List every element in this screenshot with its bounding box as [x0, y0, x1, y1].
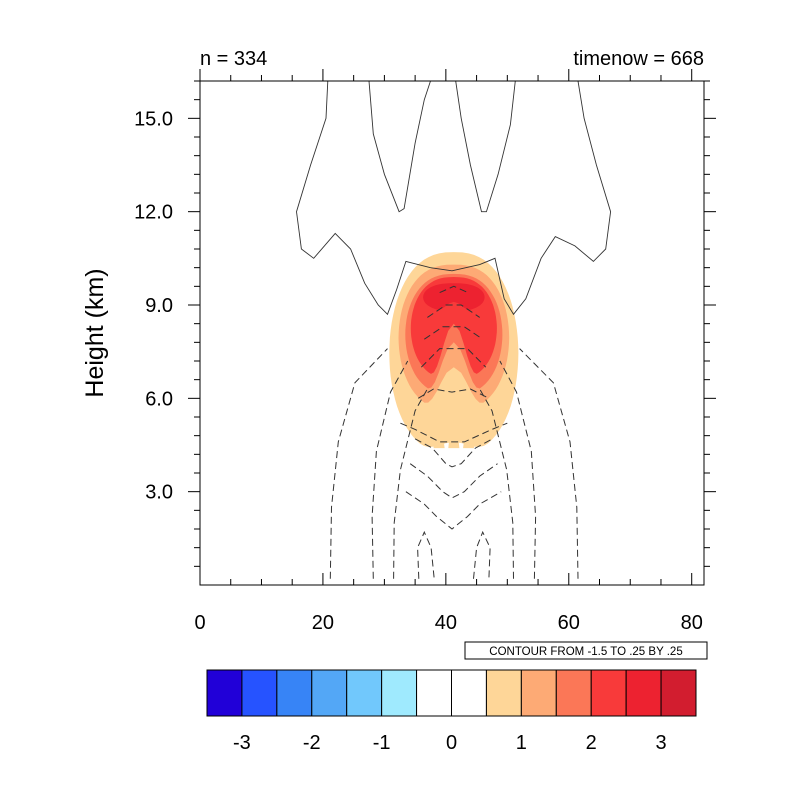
dashed-contour-6: [479, 388, 514, 579]
dashed-contour-10: [409, 463, 498, 499]
dashed-contour-1: [329, 348, 388, 579]
axis-ticks: 0 20 40 60 80 3.0 6.0 9.0 12.0 15.0: [134, 69, 716, 634]
contour-info-label: CONTOUR FROM -1.5 TO .25 BY .25: [489, 646, 682, 658]
dashed-contour-7: [417, 530, 435, 579]
title-right: timenow = 668: [573, 48, 704, 70]
colorbar-tick-label: 3: [656, 732, 667, 754]
colorbar-swatch-7: [416, 669, 453, 717]
colorbar-swatch-14: [660, 669, 697, 717]
y-tick-label: 3.0: [145, 482, 173, 504]
colorbar-swatch-6: [381, 669, 418, 717]
y-tick-label: 12.0: [134, 202, 173, 224]
colorbar-swatch-10: [520, 669, 557, 717]
colorbar-tick-label: -3: [233, 732, 251, 754]
colorbar-swatch-9: [485, 669, 522, 717]
colorbar-swatch-2: [241, 669, 278, 717]
y-tick-label: 9.0: [145, 295, 173, 317]
dashed-contour-9: [405, 491, 502, 530]
x-tick-label: 80: [681, 612, 703, 634]
colorbar-tick-label: -1: [373, 732, 391, 754]
filled-contours: [389, 252, 519, 449]
dashed-contour-4: [519, 348, 579, 579]
colorbar-tick-label: -2: [303, 732, 321, 754]
y-axis-label: Height (km): [81, 268, 109, 397]
x-tick-label: 20: [312, 612, 334, 634]
dashed-contour-17: [439, 285, 469, 294]
colorbar-tick-label: 1: [516, 732, 527, 754]
dashed-contour-15: [424, 326, 483, 340]
colorbar-tick-label: 0: [446, 732, 457, 754]
solid-contour-upper-right: [455, 81, 516, 213]
colorbar-swatch-5: [346, 669, 383, 717]
contour-info-box: [464, 641, 708, 660]
dashed-contour-14: [420, 348, 487, 368]
colorbar-swatch-8: [451, 669, 487, 717]
colorbar-swatch-13: [625, 669, 662, 717]
dashed-contour-8: [473, 530, 491, 579]
colorbar-swatch-11: [555, 669, 592, 717]
dashed-contour-12: [400, 422, 508, 443]
y-tick-label: 15.0: [134, 108, 173, 130]
colorbar: -3 -2 -1 0 1 2 3: [206, 669, 697, 754]
dashed-contour-13: [417, 388, 490, 399]
dashed-contour-5: [499, 360, 537, 579]
colorbar-tick-label: 2: [586, 732, 597, 754]
colorbar-swatch-3: [276, 669, 313, 717]
y-tick-label: 6.0: [145, 388, 173, 410]
solid-contour-outline: [296, 81, 612, 316]
plot-frame: [199, 80, 705, 586]
x-tick-label: 40: [435, 612, 457, 634]
x-tick-label: 60: [558, 612, 580, 634]
dashed-contour-2: [371, 360, 409, 579]
title-left: n = 334: [200, 48, 267, 70]
filled-notch-lobe: [463, 424, 475, 449]
x-tick-label: 0: [194, 612, 205, 634]
colorbar-swatch-1: [206, 669, 243, 717]
colorbar-swatch-4: [311, 669, 348, 717]
filled-notch-lobe: [448, 420, 460, 449]
dashed-contour-3: [393, 388, 428, 579]
dashed-contour-16: [427, 304, 480, 318]
colorbar-swatch-12: [590, 669, 627, 717]
solid-contour-upper-left: [368, 81, 431, 213]
filled-contour-level-5: [423, 283, 485, 310]
contour-lines: [296, 81, 612, 579]
dashed-contour-11: [414, 438, 493, 468]
